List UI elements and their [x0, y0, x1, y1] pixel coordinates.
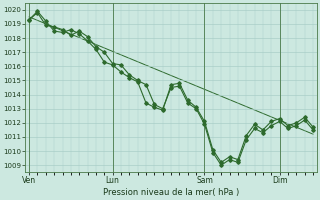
X-axis label: Pression niveau de la mer( hPa ): Pression niveau de la mer( hPa ) [103, 188, 239, 197]
